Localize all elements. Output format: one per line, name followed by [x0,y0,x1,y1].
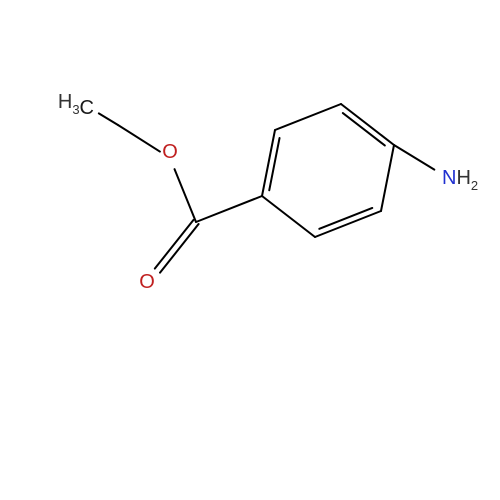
bond [155,220,194,269]
bond [118,125,160,152]
bond [262,196,315,237]
bond [175,169,196,222]
bond [381,145,394,211]
bond [394,145,434,170]
bond [341,104,394,145]
atom-label-o_eth: O [162,141,178,163]
bond [99,113,118,125]
bond [315,211,381,237]
bond [269,138,279,190]
molecule-diagram: H3C O O NH2 [0,0,500,500]
atom-label-nh2: NH2 [442,167,478,193]
atom-label-ch3: H3C [58,91,94,119]
bond [343,113,385,145]
bond [275,104,341,130]
bond [160,224,199,273]
bond [262,130,275,196]
bond [196,196,262,222]
atom-label-o_ket: O [139,271,155,293]
